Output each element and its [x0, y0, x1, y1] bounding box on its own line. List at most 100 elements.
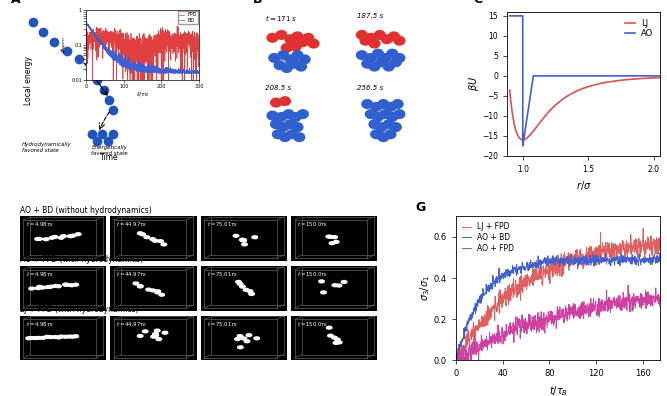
Line: LJ: LJ	[510, 78, 660, 140]
Circle shape	[137, 285, 143, 287]
Circle shape	[33, 337, 39, 339]
LJ	[570, 90, 578, 95]
Circle shape	[369, 120, 380, 129]
Circle shape	[283, 110, 294, 118]
Circle shape	[378, 133, 389, 141]
Circle shape	[384, 62, 394, 71]
LJ + FPD	[582, 245, 590, 250]
Circle shape	[35, 287, 41, 289]
Circle shape	[327, 334, 334, 337]
Circle shape	[48, 285, 53, 288]
LJ	[564, 93, 572, 98]
AO + FPD	[571, 312, 579, 317]
Circle shape	[40, 286, 45, 289]
Circle shape	[294, 133, 305, 141]
Text: $t=75.01\tau_B$: $t=75.01\tau_B$	[207, 320, 238, 329]
Circle shape	[297, 110, 308, 118]
AO	[564, 74, 572, 78]
Circle shape	[271, 98, 281, 107]
Circle shape	[319, 280, 324, 283]
Circle shape	[278, 123, 289, 131]
Line: AO + FPD: AO + FPD	[456, 285, 660, 360]
Text: 208.5 s: 208.5 s	[265, 85, 291, 91]
AO + FPD	[576, 304, 584, 308]
Circle shape	[237, 282, 243, 286]
Line: AO + BD: AO + BD	[456, 253, 660, 360]
Circle shape	[143, 330, 148, 333]
Circle shape	[26, 337, 31, 340]
Y-axis label: $\beta U$: $\beta U$	[467, 76, 481, 91]
Text: $t=44.97\tau_B$: $t=44.97\tau_B$	[117, 320, 147, 329]
Circle shape	[285, 35, 295, 44]
Circle shape	[71, 234, 76, 237]
Circle shape	[246, 334, 251, 337]
Circle shape	[290, 42, 301, 51]
Circle shape	[48, 336, 53, 339]
Circle shape	[73, 335, 79, 338]
Circle shape	[64, 284, 69, 286]
Circle shape	[371, 103, 382, 111]
Circle shape	[295, 62, 306, 71]
Circle shape	[308, 39, 319, 48]
Circle shape	[378, 100, 389, 109]
Circle shape	[150, 289, 155, 292]
LJ + FPD	[656, 243, 664, 248]
Circle shape	[155, 329, 160, 332]
Text: AO + BD (without hydrodynamics): AO + BD (without hydrodynamics)	[20, 206, 152, 215]
Circle shape	[153, 333, 158, 335]
LJ + FPD	[639, 226, 647, 231]
Circle shape	[156, 338, 161, 341]
Line: LJ + FPD: LJ + FPD	[456, 228, 660, 360]
LJ	[656, 75, 664, 80]
Circle shape	[241, 243, 247, 246]
Circle shape	[150, 238, 155, 240]
Circle shape	[244, 340, 249, 343]
Circle shape	[239, 238, 245, 241]
Circle shape	[29, 287, 35, 290]
Text: $t=4.98\tau_B$: $t=4.98\tau_B$	[26, 320, 54, 329]
Circle shape	[285, 55, 295, 64]
Circle shape	[328, 236, 334, 238]
Legend: LJ, AO: LJ, AO	[622, 16, 656, 41]
Circle shape	[58, 236, 64, 239]
Text: $t=4.98\tau_B$: $t=4.98\tau_B$	[26, 220, 54, 229]
Circle shape	[362, 59, 373, 68]
Circle shape	[394, 53, 405, 62]
AO	[523, 116, 531, 121]
AO	[532, 74, 540, 78]
Circle shape	[373, 113, 384, 121]
Circle shape	[273, 130, 283, 139]
Circle shape	[299, 55, 310, 64]
Text: $t=4.98\tau_B$: $t=4.98\tau_B$	[26, 270, 54, 279]
Circle shape	[279, 133, 290, 141]
LJ	[519, 137, 527, 142]
Circle shape	[357, 30, 368, 39]
AO	[519, 143, 527, 148]
Circle shape	[53, 284, 59, 287]
Circle shape	[276, 30, 287, 39]
Text: $t=75.01\tau_B$: $t=75.01\tau_B$	[207, 220, 238, 229]
Circle shape	[390, 58, 402, 67]
Text: 187.5 s: 187.5 s	[357, 13, 383, 19]
Circle shape	[37, 286, 42, 288]
LJ	[637, 76, 645, 81]
Circle shape	[37, 238, 42, 240]
Circle shape	[271, 120, 281, 129]
Circle shape	[241, 337, 247, 340]
Circle shape	[55, 285, 61, 287]
LJ + FPD	[452, 350, 460, 354]
Circle shape	[252, 236, 257, 239]
Circle shape	[40, 337, 45, 339]
Circle shape	[394, 36, 405, 45]
Circle shape	[292, 51, 303, 59]
Text: $t=44.97\tau_B$: $t=44.97\tau_B$	[117, 270, 147, 279]
Circle shape	[385, 130, 396, 139]
Circle shape	[385, 103, 396, 111]
Circle shape	[243, 288, 249, 291]
LJ	[506, 88, 514, 93]
Circle shape	[380, 110, 390, 118]
X-axis label: $t/\tau_B$: $t/\tau_B$	[548, 384, 568, 396]
Circle shape	[366, 110, 376, 118]
Circle shape	[281, 44, 292, 52]
Text: Local energy: Local energy	[23, 57, 33, 105]
